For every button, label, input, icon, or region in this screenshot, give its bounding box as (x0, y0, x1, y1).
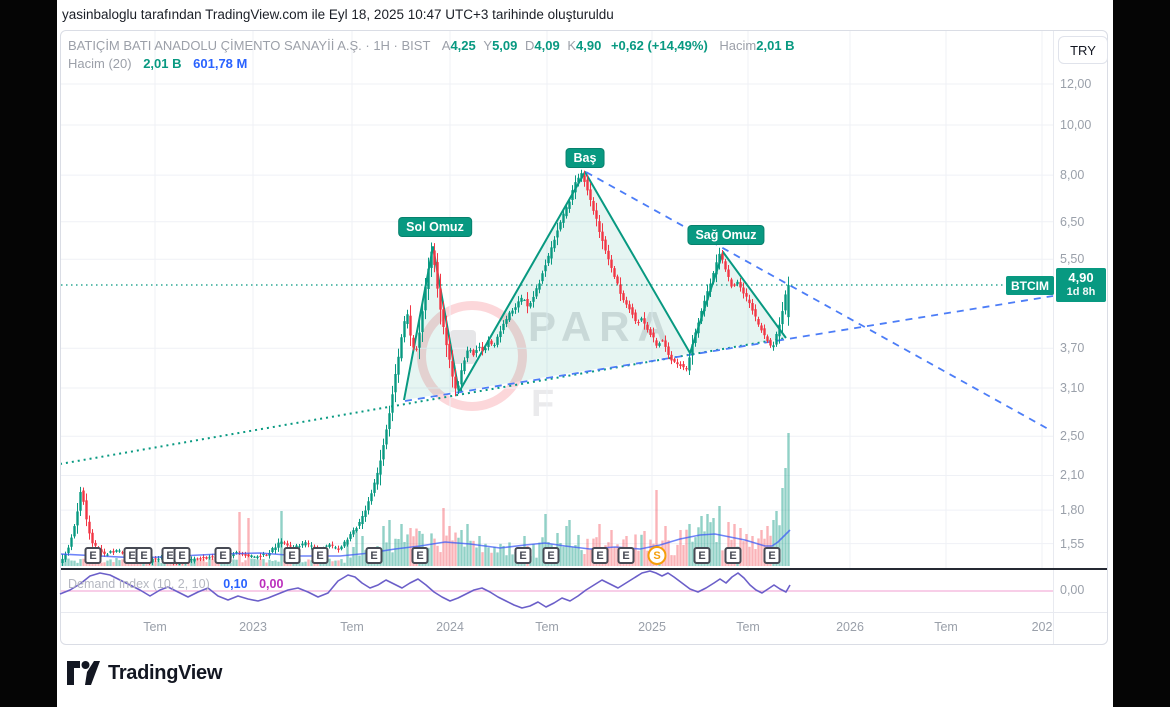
watermark-text-2: F (531, 383, 555, 425)
symbol-price-line-badge[interactable]: BTCIM (1006, 276, 1054, 295)
earnings-marker[interactable]: E (173, 547, 191, 564)
price-tick-label: 10,00 (1060, 117, 1092, 132)
symbol-title: BATIÇİM BATI ANADOLU ÇİMENTO SANAYİİ A.Ş… (68, 38, 431, 53)
earnings-marker[interactable]: E (283, 547, 301, 564)
earnings-marker[interactable]: E (311, 547, 329, 564)
chart-card (60, 30, 1108, 645)
volume-ma-label: Hacim (20) (68, 56, 132, 71)
open-value: 4,25 (450, 38, 476, 53)
price-tick-label: 3,10 (1060, 380, 1085, 395)
price-axis-separator (1053, 31, 1054, 644)
price-tick-label: 8,00 (1060, 168, 1085, 183)
symbol-legend-row[interactable]: BATIÇİM BATI ANADOLU ÇİMENTO SANAYİİ A.Ş… (68, 38, 795, 53)
time-axis-separator (61, 612, 1107, 613)
time-tick-label: Tem (143, 620, 167, 634)
time-tick-label: 2023 (239, 620, 267, 634)
demand-index-value1: 0,10 (223, 577, 248, 591)
tradingview-logo-icon (67, 661, 100, 685)
time-tick-label: 202 (1031, 620, 1053, 634)
earnings-marker[interactable]: E (542, 547, 560, 564)
time-tick-label: Tem (340, 620, 364, 634)
time-tick-label: Tem (934, 620, 958, 634)
price-tick-label: 12,00 (1060, 77, 1092, 91)
pattern-label[interactable]: Baş (565, 148, 605, 168)
volume-value: 2,01 B (756, 38, 795, 53)
watermark-logo-ring (417, 301, 527, 411)
current-price-value: 4,90 (1068, 270, 1094, 286)
split-marker[interactable]: S (647, 546, 667, 565)
pattern-label[interactable]: Sağ Omuz (687, 225, 765, 245)
time-tick-label: 2026 (836, 620, 864, 634)
pane-separator[interactable] (61, 568, 1107, 570)
low-label: D (525, 38, 535, 53)
earnings-marker[interactable]: E (763, 547, 781, 564)
price-tick-label: 6,50 (1060, 214, 1085, 229)
close-value: 4,90 (576, 38, 602, 53)
price-tick-label: 5,50 (1060, 252, 1085, 267)
current-price-badge[interactable]: 4,90 1d 8h (1056, 268, 1106, 302)
open-label: A (441, 38, 451, 53)
volume-label: Hacim (719, 38, 757, 53)
right-letterbox (1113, 0, 1170, 707)
price-tick-label: 1,55 (1060, 536, 1085, 551)
earnings-marker[interactable]: E (135, 547, 153, 564)
low-value: 4,09 (534, 38, 560, 53)
time-tick-label: Tem (535, 620, 559, 634)
high-value: 5,09 (492, 38, 518, 53)
price-tick-label: 3,70 (1060, 341, 1085, 356)
pattern-label[interactable]: Sol Omuz (398, 217, 472, 237)
time-tick-label: 2024 (436, 620, 464, 634)
earnings-marker[interactable]: E (693, 547, 711, 564)
volume-ma-value1: 2,01 B (143, 56, 182, 71)
price-tick-label: 2,50 (1060, 429, 1085, 444)
currency-toggle-button[interactable]: TRY (1058, 36, 1108, 64)
demand-index-value2: 0,00 (259, 577, 284, 591)
price-tick-label: 2,10 (1060, 468, 1085, 483)
tradingview-footer[interactable]: TradingView (66, 660, 222, 686)
demand-index-title: Demand Index (10, 2, 10) (68, 577, 210, 591)
di-zero-tick-label: 0,00 (1060, 583, 1085, 597)
earnings-marker[interactable]: E (514, 547, 532, 564)
earnings-marker[interactable]: E (724, 547, 742, 564)
earnings-marker[interactable]: E (84, 547, 102, 564)
earnings-marker[interactable]: E (411, 547, 429, 564)
volume-ma-value2: 601,78 M (193, 56, 248, 71)
time-tick-label: 2025 (638, 620, 666, 634)
high-label: Y (483, 38, 493, 53)
bar-countdown: 1d 8h (1066, 286, 1096, 299)
close-label: K (567, 38, 576, 53)
earnings-marker[interactable]: E (617, 547, 635, 564)
demand-index-legend[interactable]: Demand Index (10, 2, 10) 0,10 0,00 (68, 577, 283, 591)
attribution-text: yasinbaloglu tarafından TradingView.com … (62, 7, 614, 22)
earnings-marker[interactable]: E (591, 547, 609, 564)
volume-indicator-legend-row[interactable]: Hacim (20) 2,01 B 601,78 M (68, 56, 247, 71)
price-tick-label: 1,80 (1060, 503, 1085, 518)
earnings-marker[interactable]: E (365, 547, 383, 564)
time-tick-label: Tem (736, 620, 760, 634)
earnings-marker[interactable]: E (214, 547, 232, 564)
watermark-logo-square (450, 330, 476, 364)
tradingview-brand-text: TradingView (108, 661, 223, 684)
left-letterbox (0, 0, 57, 707)
change-value: +0,62 (+14,49%) (610, 38, 708, 53)
